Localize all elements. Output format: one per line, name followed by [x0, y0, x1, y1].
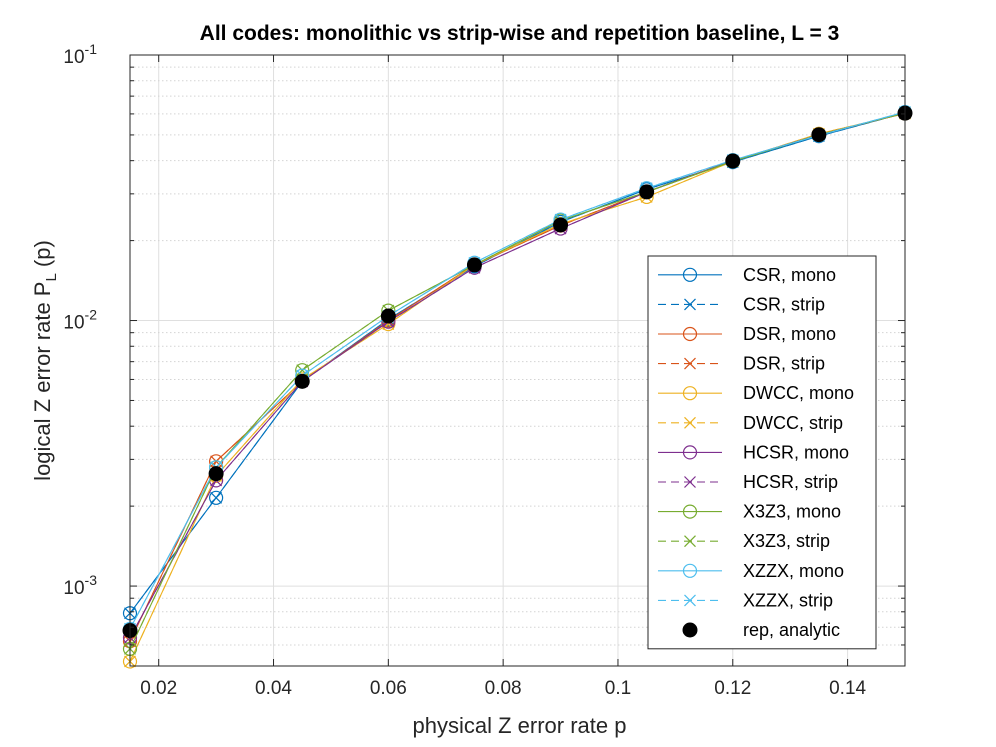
series-rep-analytic — [122, 105, 913, 639]
series-layer — [122, 104, 913, 669]
y-tick-exponent: -3 — [85, 572, 98, 588]
legend-item: X3Z3, strip — [658, 531, 830, 551]
legend-marker — [682, 386, 698, 401]
legend-label: HCSR, strip — [743, 472, 838, 492]
legend-item: DSR, mono — [658, 324, 836, 344]
legend-marker — [684, 535, 696, 548]
legend-label: DSR, mono — [743, 324, 836, 344]
legend-item: X3Z3, mono — [658, 502, 841, 522]
y-tick-exponent: -2 — [85, 307, 98, 323]
legend-label: DWCC, strip — [743, 413, 843, 433]
legend-item: DWCC, strip — [658, 413, 843, 433]
legend-marker — [682, 504, 698, 519]
x-tick-label: 0.08 — [485, 678, 522, 699]
chart-title: All codes: monolithic vs strip-wise and … — [200, 22, 840, 45]
y-axis-label-main: logical Z error rate P — [30, 282, 55, 481]
series-line — [129, 111, 906, 630]
data-point — [725, 153, 741, 169]
legend-label: XZZX, mono — [743, 561, 844, 581]
legend-item: DSR, strip — [658, 354, 825, 374]
legend-item: XZZX, strip — [658, 590, 833, 610]
data-point — [553, 217, 569, 233]
data-point — [466, 257, 482, 273]
legend-label: CSR, strip — [743, 294, 825, 314]
legend-label: X3Z3, mono — [743, 502, 841, 522]
x-tick-label: 0.04 — [255, 678, 292, 699]
y-tick-exponent: -1 — [85, 41, 98, 57]
legend-item: DWCC, mono — [658, 383, 854, 403]
data-point — [294, 373, 310, 389]
data-point — [208, 466, 224, 482]
x-tick-label: 0.14 — [829, 678, 866, 699]
y-axis-label-tail: (p) — [30, 240, 55, 273]
series-line — [129, 112, 906, 614]
legend-marker — [684, 476, 696, 488]
data-point — [209, 490, 224, 505]
legend-marker — [682, 622, 698, 638]
data-point — [210, 491, 223, 504]
legend-marker — [684, 298, 696, 311]
legend-marker — [684, 594, 696, 607]
data-point — [296, 364, 309, 377]
legend-marker — [682, 445, 698, 460]
legend-marker — [682, 563, 698, 578]
data-point — [811, 127, 827, 143]
y-axis-label: logical Z error rate PL (p) — [30, 240, 60, 481]
data-point — [380, 308, 396, 324]
data-point — [639, 184, 655, 200]
legend-label: HCSR, mono — [743, 442, 849, 462]
x-axis-label: physical Z error rate p — [413, 713, 627, 738]
legend: CSR, mono CSR, strip DSR, mono DSR, strip DW… — [647, 255, 877, 650]
series-line — [129, 112, 906, 638]
legend-item: rep, analytic — [682, 620, 840, 640]
legend-label: DWCC, mono — [743, 383, 854, 403]
legend-item: XZZX, mono — [658, 561, 844, 581]
series-line — [129, 112, 906, 650]
x-tick-label: 0.02 — [140, 678, 177, 699]
legend-item: CSR, strip — [658, 294, 825, 314]
legend-marker — [684, 416, 696, 429]
legend-label: X3Z3, strip — [743, 531, 830, 551]
y-axis-label-subscript: L — [43, 273, 60, 281]
x-tick-label: 0.06 — [370, 678, 407, 699]
x-tick-label: 0.12 — [714, 678, 751, 699]
legend-item: HCSR, mono — [658, 442, 849, 462]
legend-item: HCSR, strip — [658, 472, 838, 492]
x-tick-label: 0.1 — [605, 678, 631, 699]
legend-marker — [682, 267, 698, 282]
legend-label: CSR, mono — [743, 265, 836, 285]
legend-label: DSR, strip — [743, 354, 825, 374]
legend-marker — [684, 357, 696, 370]
legend-marker — [682, 326, 698, 342]
legend-label: XZZX, strip — [743, 590, 833, 610]
legend-label: rep, analytic — [743, 620, 840, 640]
axes-box — [129, 54, 906, 667]
legend-item: CSR, mono — [658, 265, 836, 285]
